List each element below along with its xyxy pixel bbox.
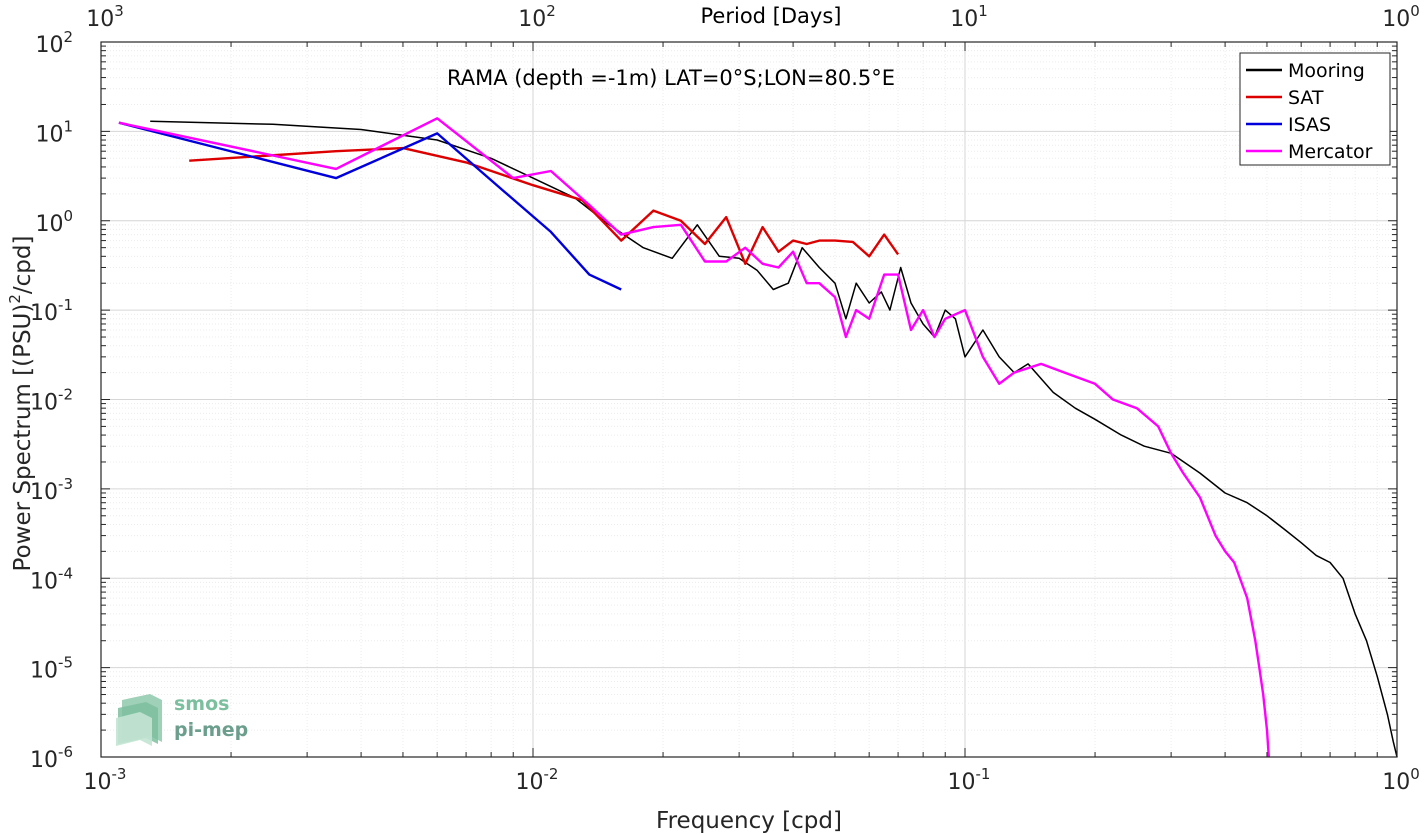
x-axis-label: Frequency [cpd] <box>656 808 842 834</box>
legend-label-mercator: Mercator <box>1288 141 1373 163</box>
y-tick-label-exponent: -1 <box>58 296 73 314</box>
x-tick-label: 100 <box>1382 765 1420 795</box>
y-tick-label-exponent: 0 <box>63 207 73 225</box>
top-tick-label-exponent: 1 <box>978 2 988 20</box>
y-tick-label-base: 10 <box>30 480 58 505</box>
x-tick-label-exponent: 0 <box>1410 765 1420 783</box>
top-tick-label-exponent: 0 <box>1410 2 1420 20</box>
y-axis-label-end: /cpd] <box>10 236 36 295</box>
series-line-isas <box>118 121 622 291</box>
top-tick-label-base: 10 <box>86 7 114 32</box>
top-tick-label-base: 10 <box>950 7 978 32</box>
logo-text-pimep: pi-mep <box>174 719 248 741</box>
x-tick-label-exponent: -1 <box>976 765 991 783</box>
legend: Mooring SAT ISAS Mercator <box>1239 52 1391 166</box>
y-tick-label: 102 <box>35 28 73 58</box>
y-tick-label: 10-1 <box>30 296 73 326</box>
y-tick-label: 10-3 <box>30 475 73 505</box>
x-tick-label-base: 10 <box>948 770 976 795</box>
series-lines <box>118 117 1398 758</box>
y-axis-label-main: Power Spectrum [(PSU) <box>10 304 36 572</box>
y-tick-label-base: 10 <box>30 391 58 416</box>
y-tick-label: 10-2 <box>30 386 73 416</box>
y-tick-label-exponent: -6 <box>58 743 73 761</box>
top-axis-label: Period [Days] <box>701 4 842 28</box>
top-tick-label-exponent: 3 <box>114 2 124 20</box>
y-tick-label: 10-5 <box>30 654 73 684</box>
y-tick-label-base: 10 <box>30 748 58 773</box>
y-tick-label-base: 10 <box>30 301 58 326</box>
x-tick-label: 10-3 <box>84 765 127 795</box>
y-tick-label: 10-4 <box>30 564 73 594</box>
series-line-mercator <box>118 117 1270 758</box>
y-tick-label-base: 10 <box>35 212 63 237</box>
y-tick-label-base: 10 <box>35 122 63 147</box>
top-tick-label-base: 10 <box>1382 7 1410 32</box>
logo-text-smos: smos <box>174 693 229 715</box>
y-tick-label-exponent: -4 <box>58 564 73 582</box>
y-tick-label-exponent: 1 <box>63 117 73 135</box>
legend-label-sat: SAT <box>1288 87 1324 109</box>
x-tick-label-exponent: -2 <box>544 765 559 783</box>
top-tick-label: 100 <box>1382 2 1420 32</box>
series-line-sat <box>189 146 900 265</box>
y-tick-label: 100 <box>35 207 73 237</box>
logo-mark-icon <box>116 694 162 746</box>
chart-annotation: RAMA (depth =-1m) LAT=0°S;LON=80.5°E <box>447 66 895 90</box>
smos-pimep-logo: smos pi-mep <box>116 693 248 746</box>
legend-label-mooring: Mooring <box>1288 60 1365 82</box>
top-tick-label: 102 <box>518 2 556 32</box>
top-tick-label-base: 10 <box>518 7 546 32</box>
grid-lines <box>100 42 1397 758</box>
x-tick-label: 10-2 <box>516 765 559 795</box>
y-tick-label-exponent: -5 <box>58 654 73 672</box>
legend-label-isas: ISAS <box>1288 114 1331 136</box>
y-tick-label-base: 10 <box>35 33 63 58</box>
x-tick-label-base: 10 <box>1382 770 1410 795</box>
y-tick-label: 10-6 <box>30 743 73 773</box>
top-tick-label: 103 <box>86 2 124 32</box>
top-tick-label: 101 <box>950 2 988 32</box>
y-tick-label-exponent: -2 <box>58 386 73 404</box>
y-tick-label-exponent: 2 <box>63 28 73 46</box>
y-axis-label: Power Spectrum [(PSU)2/cpd] <box>6 236 36 572</box>
x-tick-label: 10-1 <box>948 765 991 795</box>
y-tick-label: 101 <box>35 117 73 147</box>
legend-box <box>1239 52 1391 166</box>
x-tick-label-exponent: -3 <box>112 765 127 783</box>
y-tick-label-base: 10 <box>30 569 58 594</box>
y-tick-label-exponent: -3 <box>58 475 73 493</box>
x-tick-label-base: 10 <box>516 770 544 795</box>
x-tick-label-base: 10 <box>84 770 112 795</box>
y-axis-label-exponent: 2 <box>6 294 24 304</box>
top-tick-label-exponent: 2 <box>546 2 556 20</box>
tick-marks <box>100 42 1397 758</box>
y-tick-label-base: 10 <box>30 659 58 684</box>
series-line-mooring <box>150 120 1398 758</box>
